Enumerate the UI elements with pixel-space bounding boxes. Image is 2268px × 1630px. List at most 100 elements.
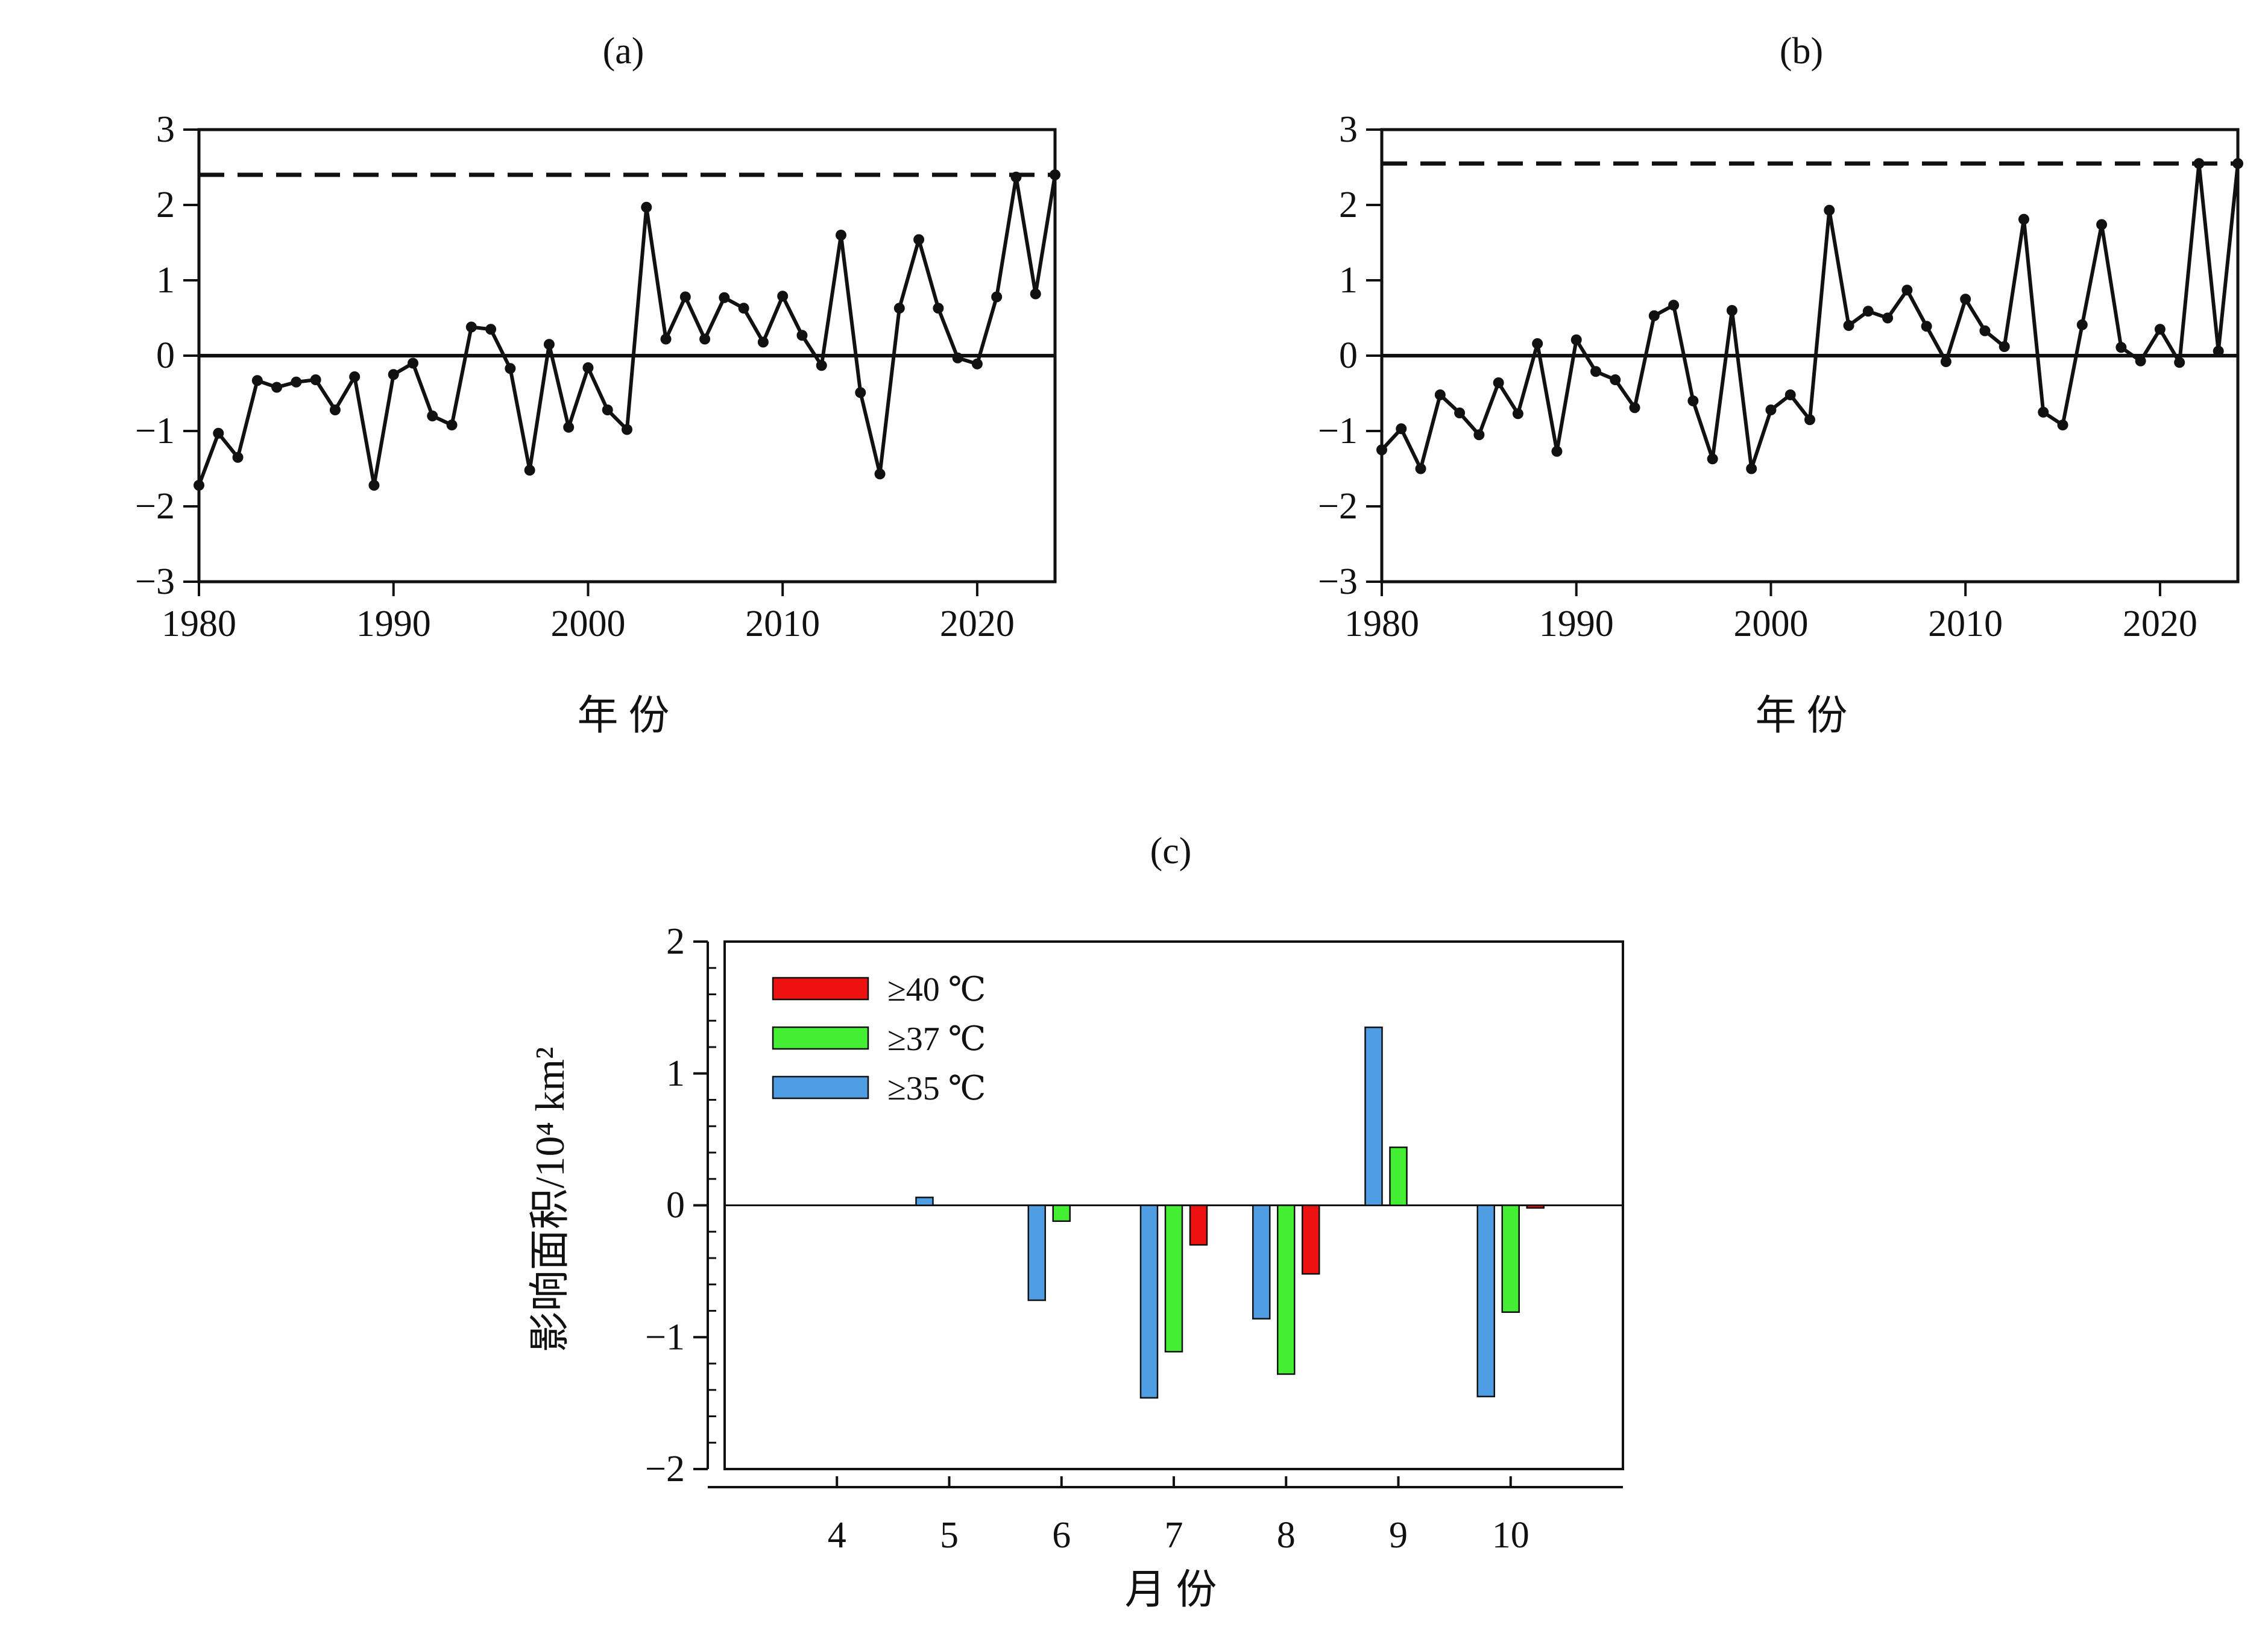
- panel-b-x-tick-label: 2000: [1733, 603, 1808, 644]
- panel-b-title: (b): [1780, 31, 1823, 72]
- panel-a-data-point: [368, 480, 380, 491]
- panel-a-data-point: [952, 352, 963, 363]
- panel-a-data-point: [388, 369, 399, 380]
- panel-b-data-point: [1454, 408, 1466, 418]
- panel-b-x-tick-label: 1980: [1344, 603, 1419, 644]
- panel-b-data-point: [2018, 213, 2029, 225]
- panel-a-data-point: [719, 292, 730, 303]
- panel-a-y-tick-label: −1: [135, 411, 175, 452]
- panel-a-y-tick-label: 1: [156, 260, 175, 301]
- panel-c-axes: 210−1−24 5 6 7 8 9 10: [645, 921, 1624, 1556]
- panel-b-data-point: [1921, 321, 1932, 332]
- panel-b-data-point: [1396, 423, 1407, 435]
- panel-b-x-axis-label: 年 份: [1755, 693, 1847, 738]
- panel-a-data-point: [855, 387, 866, 398]
- panel-c-bar: [1389, 1147, 1408, 1206]
- panel-a-data-point: [465, 321, 477, 333]
- panel-b-data-point: [2096, 219, 2108, 230]
- panel-a-data-point: [796, 330, 808, 341]
- panel-c-y-tick-label: −2: [645, 1449, 685, 1490]
- panel-c-x-axis-label: 月 份: [1124, 1567, 1217, 1613]
- panel-c-legend-swatch: [772, 1026, 869, 1050]
- panel-a-data-point: [893, 303, 905, 314]
- panel-a-data-point: [933, 303, 944, 314]
- panel-b-y-tick-label: 1: [1339, 260, 1358, 301]
- panel-a-x-tick-label: 2010: [745, 603, 820, 644]
- panel-a-x-tick-label: 1980: [162, 603, 236, 644]
- panel-a-data-point: [524, 465, 535, 476]
- panel-a-y-tick-label: 2: [156, 184, 175, 225]
- panel-b-data-point: [1746, 463, 1757, 474]
- panel-b-data-point: [1687, 395, 1699, 406]
- panel-c-bar: [1302, 1204, 1320, 1275]
- panel-c-x-tick-label: 5: [940, 1515, 959, 1556]
- panel-b-y-tick-label: −2: [1318, 486, 1358, 527]
- panel-b-data-point: [1979, 325, 1991, 336]
- panel-c-legend-swatch: [772, 1075, 869, 1100]
- panel-b-x-tick-label: 1990: [1539, 603, 1614, 644]
- panel-b-data-point: [2135, 355, 2146, 367]
- panel-b-data-point: [2232, 158, 2243, 169]
- panel-a-data-point: [777, 291, 789, 302]
- panel-a-data-point: [699, 333, 711, 345]
- panel-b-data-point: [1532, 338, 1543, 349]
- panel-c-bar: [1252, 1204, 1271, 1320]
- panel-b-data-point: [1960, 294, 1971, 305]
- panel-b-data-point: [1824, 204, 1835, 216]
- panel-a-data-point: [427, 411, 438, 421]
- panel-c-y-tick-label: 1: [666, 1053, 685, 1094]
- panel-a-data-point: [679, 291, 691, 303]
- panel-c-bar: [1476, 1204, 1495, 1397]
- panel-b-x-tick-label: 2020: [2123, 603, 2197, 644]
- panel-a-x-tick-label: 2020: [940, 603, 1015, 644]
- panel-b-y-tick-label: −3: [1318, 561, 1358, 602]
- panel-a-y-tick-label: 3: [156, 109, 175, 150]
- panel-a-data-point: [543, 339, 555, 350]
- panel-a-data-point: [816, 360, 827, 371]
- panel-b-data-point: [1804, 414, 1815, 426]
- panel-a-data-point: [194, 480, 204, 491]
- panel-a-data-point: [836, 230, 846, 241]
- panel-c-bar: [1027, 1204, 1046, 1301]
- panel-c-bar: [1364, 1026, 1383, 1206]
- panel-b-data-point: [2193, 158, 2205, 169]
- panel-a-data-point: [446, 420, 458, 430]
- panel-a-data-point: [622, 424, 632, 435]
- panel-a-data-point: [329, 404, 341, 415]
- panel-a-data-point: [563, 421, 575, 433]
- panel-a-data-point: [291, 376, 302, 388]
- panel-a-data-point: [1010, 171, 1022, 183]
- panel-a-data-point: [349, 371, 361, 382]
- panel-b-data-point: [1999, 341, 2010, 352]
- panel-b-y-tick-label: 0: [1339, 335, 1358, 376]
- panel-b-data-point: [1376, 444, 1387, 456]
- panel-a-x-tick-label: 1990: [356, 603, 431, 644]
- panel-b-x-tick-label: 2010: [1928, 603, 2003, 644]
- panel-a-y-tick-label: 0: [156, 335, 175, 376]
- panel-a-data-point: [1050, 169, 1060, 180]
- panel-c-plot: [725, 1026, 1623, 1399]
- panel-b-data-point: [1784, 389, 1796, 400]
- panel-b-data-point: [1843, 320, 1854, 331]
- panel-a-data-point: [251, 375, 263, 386]
- panel-b-data-point: [2154, 324, 2166, 335]
- panel-c-legend-label: ≥35 ℃: [887, 1070, 986, 1107]
- panel-b-y-tick-label: −1: [1318, 411, 1358, 452]
- panel-c-bar: [1164, 1204, 1183, 1353]
- panel-a-data-point: [408, 357, 418, 369]
- panel-c-x-tick-label: 9: [1389, 1515, 1408, 1556]
- panel-a-data-point: [232, 452, 244, 463]
- panel-c-bar: [1277, 1204, 1296, 1375]
- panel-c-bar: [1526, 1204, 1545, 1209]
- panel-b-data-point: [1726, 305, 1737, 316]
- panel-b-y-tick-label: 3: [1339, 109, 1358, 150]
- panel-b-data-point: [2057, 420, 2068, 430]
- panel-b-data-point: [1862, 306, 1874, 317]
- panel-b-data-point: [1473, 429, 1485, 441]
- panel-c-legend-swatch: [772, 977, 869, 1001]
- panel-b-data-point: [1940, 356, 1951, 367]
- panel-c-bar: [1189, 1204, 1208, 1246]
